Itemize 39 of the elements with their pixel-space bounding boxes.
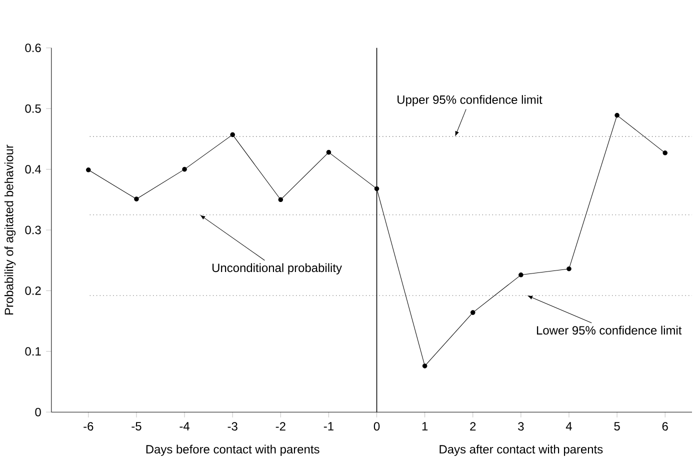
point <box>278 197 284 202</box>
x-tick-label: 5 <box>614 422 620 430</box>
x-tick-label: 1 <box>422 422 428 430</box>
point <box>134 196 139 202</box>
y-tick-label: 0.3 <box>25 226 41 234</box>
y-tick-label: 0.5 <box>25 104 41 113</box>
x-tick-label: -3 <box>228 422 238 430</box>
point <box>470 310 476 315</box>
y-tick-label: 0.4 <box>25 164 42 174</box>
y-tick-label: 0.6 <box>25 43 41 52</box>
point <box>662 150 668 156</box>
point <box>86 167 91 172</box>
point <box>182 166 187 172</box>
x-tick-label: 6 <box>662 422 668 430</box>
x-tick-label: -5 <box>132 422 142 430</box>
annotation: Unconditional probability <box>212 263 342 274</box>
point <box>326 150 332 155</box>
point <box>422 363 428 368</box>
point <box>566 266 572 272</box>
x-tick-label: -6 <box>84 422 94 430</box>
x-tick-label: 3 <box>518 422 524 430</box>
x-tick-label: 2 <box>470 422 476 430</box>
annotation: Upper 95% confidence limit <box>398 94 542 106</box>
x-tick-label: 4 <box>566 422 572 430</box>
x-tick-label: -2 <box>276 422 286 430</box>
y-tick-label: 0.2 <box>25 286 41 295</box>
x-tick-label: 0 <box>374 422 380 430</box>
point <box>230 132 235 137</box>
text: Days after contact with parents <box>440 444 603 456</box>
y-axis-title: Probability of agitated behaviour <box>4 144 16 314</box>
x-axis-title: Days before contact with parents <box>146 444 320 456</box>
y-tick-label: 0.1 <box>25 346 41 356</box>
y-tick-label: 0 <box>35 408 41 416</box>
x-tick-label: -1 <box>324 422 334 430</box>
annotation: Lower 95% confidence limit <box>536 326 682 334</box>
point <box>614 112 620 118</box>
point <box>374 186 380 191</box>
x-tick-label: -4 <box>180 422 190 430</box>
point <box>518 272 524 278</box>
